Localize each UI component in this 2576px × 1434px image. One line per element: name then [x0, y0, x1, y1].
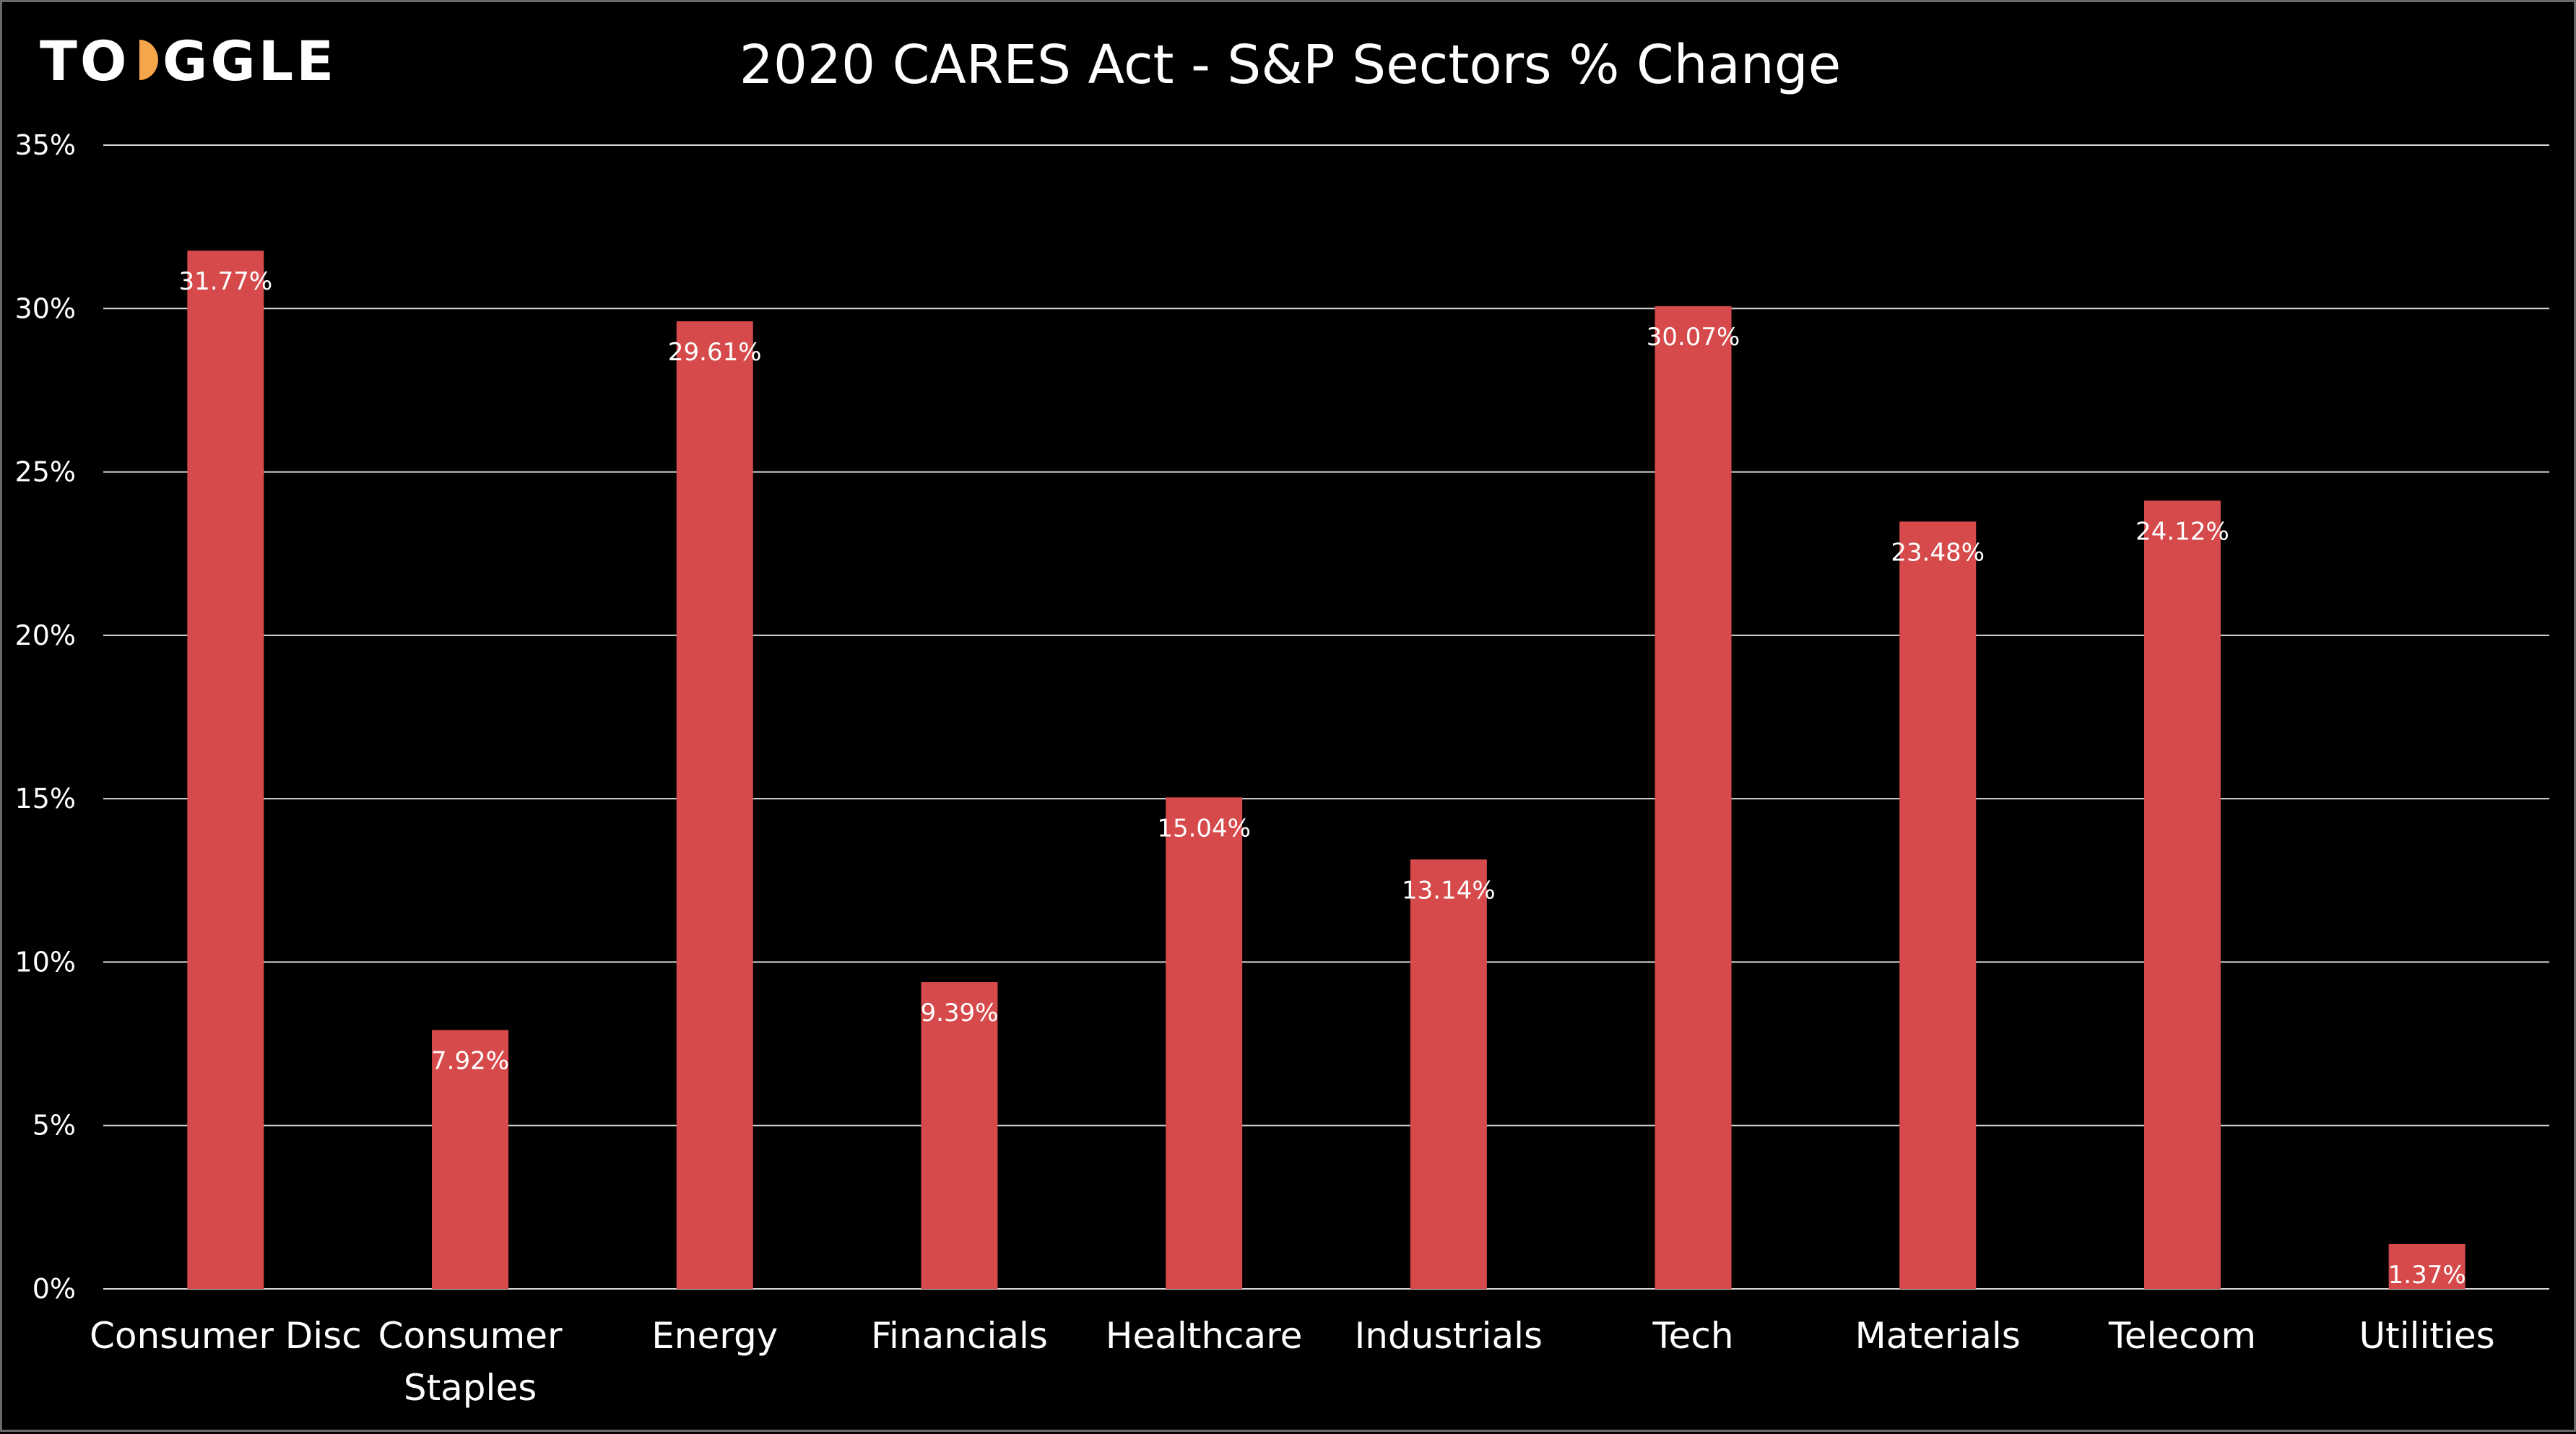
chart-title: 2020 CARES Act - S&P Sectors % Change	[739, 34, 1842, 96]
data-label: 29.61%	[668, 338, 762, 367]
x-category-label: Utilities	[2359, 1315, 2495, 1357]
data-label: 7.92%	[431, 1047, 509, 1076]
bar	[187, 251, 264, 1290]
x-category-label: Telecom	[2108, 1315, 2256, 1357]
x-category-line: Utilities	[2359, 1315, 2495, 1357]
data-label: 30.07%	[1647, 323, 1740, 352]
x-category-label: Consumer Staples	[378, 1315, 563, 1409]
x-category-line: Financials	[871, 1315, 1048, 1357]
data-label: 24.12%	[2135, 517, 2229, 546]
data-label: 23.48%	[1891, 538, 1985, 567]
bars	[187, 251, 2466, 1290]
logo-text-start: TO	[40, 29, 129, 92]
x-category-label: Tech	[1652, 1315, 1734, 1357]
bar	[2143, 500, 2221, 1289]
bar	[432, 1030, 509, 1289]
gridlines	[103, 144, 2549, 1290]
bar	[2388, 1243, 2466, 1289]
x-category-label: Healthcare	[1106, 1315, 1303, 1357]
data-label: 9.39%	[920, 999, 998, 1027]
y-tick-label: 20%	[15, 620, 76, 651]
x-category-line: Healthcare	[1106, 1315, 1303, 1357]
bar	[1899, 521, 1977, 1289]
y-axis-ticks: 0% 5% 10% 15% 20% 25% 30% 35%	[15, 129, 76, 1305]
x-category-label: Materials	[1855, 1315, 2021, 1357]
x-category-line: Energy	[651, 1315, 778, 1357]
bar	[1410, 859, 1487, 1289]
x-category-line: Consumer Disc	[90, 1315, 362, 1357]
y-tick-label: 35%	[15, 129, 76, 161]
x-axis-categories: Consumer Disc Consumer Staples Energy Financ…	[90, 1315, 2495, 1409]
data-label: 1.37%	[2388, 1261, 2466, 1290]
data-label: 31.77%	[179, 267, 273, 296]
x-category-line: Telecom	[2108, 1315, 2256, 1357]
x-category-line: Tech	[1652, 1315, 1734, 1357]
logo-text-end: GGLE	[162, 29, 337, 92]
data-labels: 31.77% 7.92% 29.61% 9.39% 15.04% 13.14% 30.07%…	[179, 267, 2466, 1290]
bar	[676, 321, 753, 1289]
x-category-label: Financials	[871, 1315, 1048, 1357]
x-category-line: Industrials	[1355, 1315, 1543, 1357]
bar	[921, 982, 998, 1289]
bar	[1655, 306, 1732, 1290]
x-category-label: Industrials	[1355, 1315, 1543, 1357]
x-category-line: Materials	[1855, 1315, 2021, 1357]
y-tick-label: 30%	[15, 292, 76, 324]
y-tick-label: 25%	[15, 456, 76, 488]
y-tick-label: 5%	[32, 1110, 76, 1142]
x-category-label: Energy	[651, 1315, 778, 1357]
x-category-line: Staples	[404, 1367, 537, 1409]
y-tick-label: 0%	[32, 1273, 76, 1305]
y-tick-label: 10%	[15, 946, 76, 978]
data-label: 15.04%	[1157, 814, 1251, 843]
x-category-label: Consumer Disc	[90, 1315, 362, 1357]
logo-accent-icon	[139, 40, 158, 80]
x-category-line: Consumer	[378, 1315, 563, 1357]
data-label: 13.14%	[1402, 876, 1496, 905]
toggle-logo: TO GGLE	[40, 29, 337, 92]
y-tick-label: 15%	[15, 783, 76, 814]
bar	[1166, 797, 1243, 1289]
